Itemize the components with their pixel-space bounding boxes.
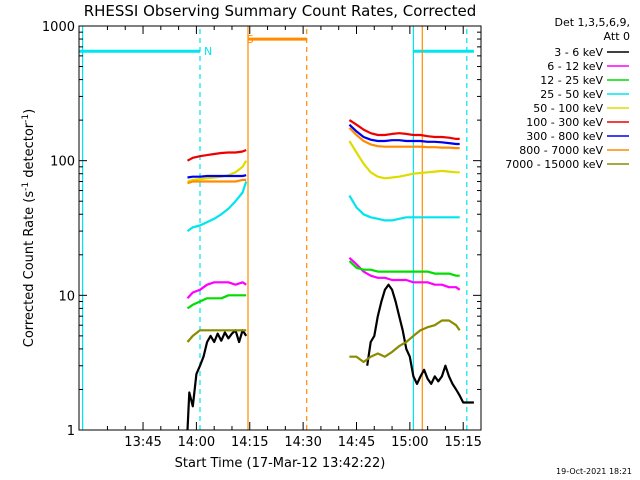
legend-entry-12-25-kev: 12 - 25 keV [540, 74, 629, 87]
series-6-12-kev-segment-0 [186, 281, 247, 300]
series-100-300-kev-segment-0 [186, 148, 247, 162]
plot-frame [78, 25, 482, 431]
legend-entry-800-7000-kev: 800 - 7000 keV [519, 144, 629, 157]
legend-label: 3 - 6 keV [554, 46, 603, 59]
series-6-12-kev [186, 256, 461, 300]
legend-entry-7000-15000-kev: 7000 - 15000 keV [505, 158, 629, 171]
flag-n: N [204, 45, 212, 58]
series-100-300-kev-segment-1 [348, 119, 460, 140]
legend-label: 300 - 800 keV [526, 130, 603, 143]
y-axis-label-main: Corrected Count Rate (s [22, 191, 37, 348]
y-tick-label: 1 [67, 424, 75, 439]
y-axis-label-sup-1: -1 [21, 182, 31, 191]
y-tick-label: 100 [50, 155, 75, 170]
series-3-6-kev-segment-0 [186, 329, 248, 430]
y-axis-label-end: ) [22, 109, 37, 114]
series-25-50-kev [186, 181, 460, 232]
chart-title: RHESSI Observing Summary Count Rates, Co… [84, 2, 477, 20]
legend-label: 25 - 50 keV [540, 88, 603, 101]
series-12-25-kev-segment-1 [348, 260, 460, 277]
overlay-layer [79, 26, 474, 430]
plot-area: NS [79, 26, 474, 430]
flag-layer: NS [204, 33, 254, 58]
series-25-50-kev-segment-0 [186, 181, 248, 232]
series-12-25-kev-segment-0 [186, 294, 247, 310]
series-300-800-kev [187, 123, 460, 179]
x-tick-label: 15:15 [444, 435, 481, 450]
x-tick-label: 15:00 [391, 435, 428, 450]
series-12-25-kev [186, 260, 460, 310]
x-tick-label: 14:45 [338, 435, 375, 450]
series-300-800-kev-segment-0 [187, 174, 247, 179]
legend-label: 50 - 100 keV [533, 102, 603, 115]
legend-label: 7000 - 15000 keV [505, 158, 603, 171]
y-tick-label: 1000 [42, 20, 75, 35]
legend-entry-6-12-kev: 6 - 12 keV [547, 60, 629, 73]
legend-entry-100-300-kev: 100 - 300 keV [526, 116, 629, 129]
y-axis: 1 10 100 1000 [42, 20, 481, 439]
series-800-7000-kev-segment-1 [348, 127, 460, 150]
y-tick-label: 10 [58, 289, 75, 304]
series-7000-15000-kev [186, 319, 461, 364]
detector-info-line-1: Det 1,3,5,6,9, [554, 16, 630, 29]
x-axis: 13:45 14:00 14:15 14:30 14:45 15:00 15:15 [106, 26, 482, 450]
x-tick-label: 14:30 [284, 435, 321, 450]
flag-s: S [247, 33, 254, 46]
x-axis-label: Start Time (17-Mar-12 13:42:22) [175, 456, 386, 471]
legend-entry-25-50-kev: 25 - 50 keV [540, 88, 629, 101]
y-axis-label-sup-2: -1 [21, 114, 31, 123]
series-800-7000-kev [187, 127, 460, 185]
series-300-800-kev-segment-1 [348, 123, 460, 146]
series-7000-15000-kev-segment-0 [186, 329, 247, 343]
series-6-12-kev-segment-1 [348, 256, 461, 291]
series-3-6-kev-segment-1 [366, 283, 474, 404]
series-50-100-kev-segment-1 [348, 140, 460, 180]
y-axis-label-mid: detector [22, 122, 37, 182]
series-800-7000-kev-segment-0 [187, 178, 247, 185]
legend-entry-300-800-kev: 300 - 800 keV [526, 130, 629, 143]
legend-label: 800 - 7000 keV [519, 144, 603, 157]
legend-label: 6 - 12 keV [547, 60, 603, 73]
series-25-50-kev-segment-1 [348, 195, 460, 222]
x-tick-label: 14:00 [178, 435, 215, 450]
series-7000-15000-kev-segment-1 [349, 319, 461, 364]
footer-date: 19-Oct-2021 18:21 [556, 467, 632, 476]
legend-entry-50-100-kev: 50 - 100 keV [533, 102, 629, 115]
series-100-300-kev [186, 119, 460, 162]
series-3-6-kev [186, 283, 474, 430]
legend-label: 12 - 25 keV [540, 74, 603, 87]
detector-info-line-2: Att 0 [604, 30, 630, 43]
series-layer [186, 119, 474, 430]
x-tick-label: 13:45 [124, 435, 161, 450]
legend-label: 100 - 300 keV [526, 116, 603, 129]
legend-entry-3-6-kev: 3 - 6 keV [554, 46, 629, 59]
y-axis-label: Corrected Count Rate (s-1 detector-1) [21, 109, 37, 347]
x-tick-label: 14:15 [231, 435, 268, 450]
